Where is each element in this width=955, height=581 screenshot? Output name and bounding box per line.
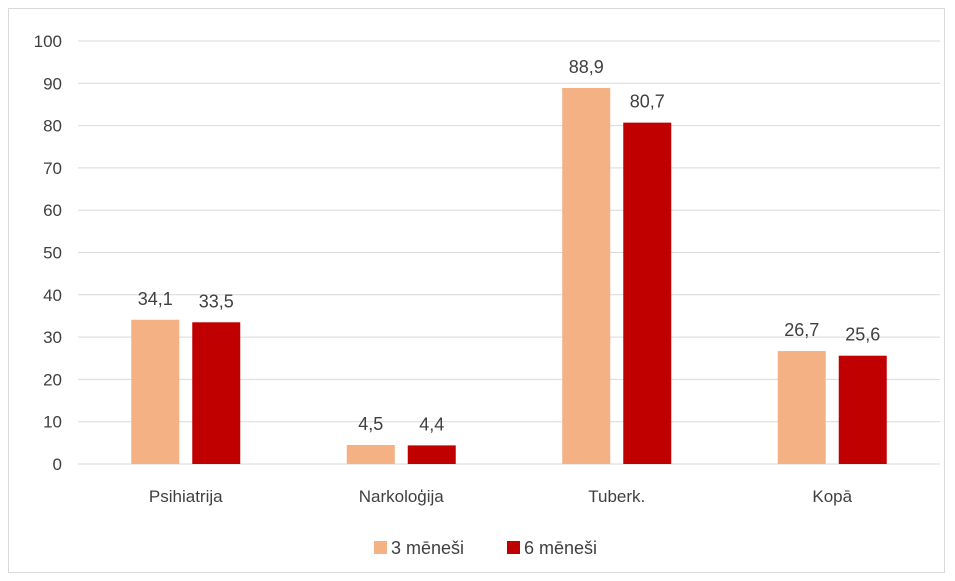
data-label: 25,6 <box>845 325 880 345</box>
y-tick-label: 100 <box>34 32 62 51</box>
bar-6-meneši <box>192 322 241 464</box>
bar-3-meneši <box>777 351 826 464</box>
x-category-label: Narkoloģija <box>359 487 445 506</box>
data-label: 34,1 <box>138 289 173 309</box>
bar-6-meneši <box>838 355 887 464</box>
y-tick-label: 80 <box>43 117 62 136</box>
data-label: 4,5 <box>358 414 383 434</box>
y-tick-label: 70 <box>43 159 62 178</box>
bar-6-meneši <box>407 445 456 464</box>
bars <box>131 87 887 464</box>
y-tick-label: 60 <box>43 201 62 220</box>
data-label: 4,4 <box>419 414 444 434</box>
bar-6-meneši <box>623 122 672 464</box>
y-tick-label: 0 <box>53 455 62 474</box>
bar-3-meneši <box>131 319 180 464</box>
x-axis-categories: Psihiatrija Narkoloģija Tuberk. Kopā <box>149 487 853 506</box>
chart-frame <box>8 8 945 573</box>
data-labels: 34,1 33,5 4,5 4,4 88,9 80,7 26,7 25,6 <box>138 57 881 434</box>
data-label: 26,7 <box>784 320 819 340</box>
x-category-label: Kopā <box>812 487 852 506</box>
y-tick-label: 20 <box>43 370 62 389</box>
x-category-label: Tuberk. <box>588 487 645 506</box>
y-tick-label: 90 <box>43 74 62 93</box>
x-category-label: Psihiatrija <box>149 487 223 506</box>
legend-swatch <box>507 541 520 554</box>
legend-label: 3 mēneši <box>391 538 464 558</box>
legend-swatch <box>374 541 387 554</box>
bar-3-meneši <box>346 444 395 464</box>
legend: 3 mēneši 6 mēneši <box>374 538 597 558</box>
y-tick-label: 10 <box>43 413 62 432</box>
data-label: 33,5 <box>199 291 234 311</box>
y-tick-label: 50 <box>43 244 62 263</box>
y-axis-ticks: 0 10 20 30 40 50 60 70 80 90 100 <box>34 32 62 474</box>
legend-label: 6 mēneši <box>524 538 597 558</box>
bar-3-meneši <box>562 87 611 464</box>
y-tick-label: 40 <box>43 286 62 305</box>
data-label: 88,9 <box>569 57 604 77</box>
data-label: 80,7 <box>630 92 665 112</box>
y-tick-label: 30 <box>43 328 62 347</box>
